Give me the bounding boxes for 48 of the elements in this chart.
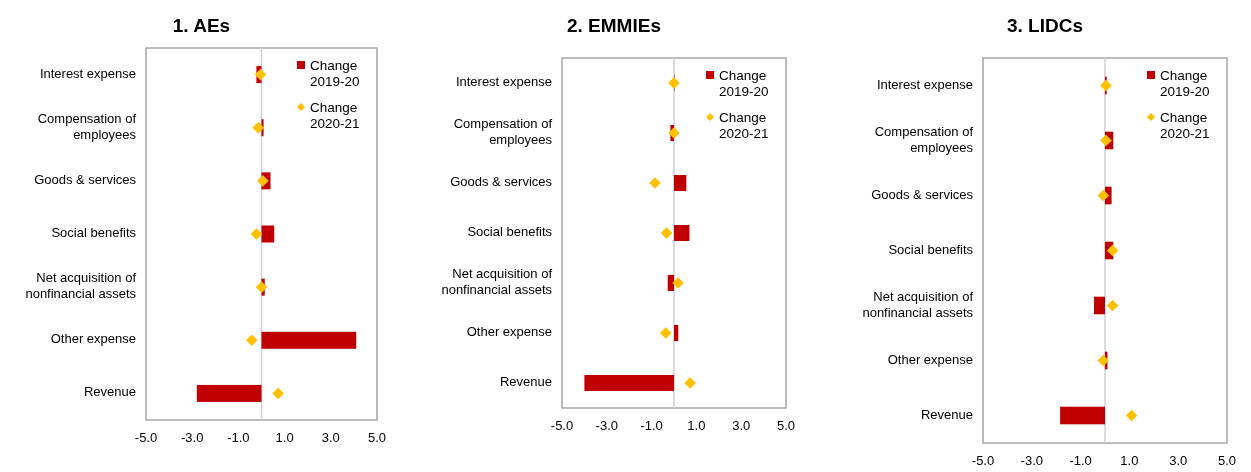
x-tick-label: -3.0 [595, 418, 618, 433]
chart-title: 3. LIDCs [1006, 15, 1084, 36]
y-tick-label: Net acquisition of nonfinancial assets [441, 266, 553, 298]
legend-label: Change 2019-20 [719, 67, 769, 99]
y-tick-label: Compensation of employees [37, 111, 137, 143]
y-tick-label: Revenue [499, 374, 552, 390]
x-tick-label: 3.0 [321, 430, 340, 445]
y-tick-label: Social benefits [888, 241, 974, 257]
chart-title: 2. EMMIEs [567, 15, 661, 36]
y-tick-label: Other expense [466, 324, 552, 340]
legend-label: Change 2020-21 [310, 99, 360, 131]
x-tick-label: -5.0 [134, 430, 158, 445]
y-tick-label: Compensation of employees [453, 116, 553, 148]
x-tick-label: 1.0 [1120, 453, 1139, 468]
legend-label: Change 2020-21 [719, 109, 769, 141]
x-tick-label: -3.0 [181, 430, 204, 445]
chart-title: 1. AEs [172, 15, 231, 36]
x-tick-label: 5.0 [367, 430, 387, 445]
y-tick-label: Revenue [920, 406, 973, 422]
x-tick-label: -5.0 [971, 453, 995, 468]
y-tick-label: Revenue [83, 384, 136, 400]
x-tick-label: -1.0 [227, 430, 250, 445]
x-tick-label: 5.0 [776, 418, 796, 433]
y-tick-label: Net acquisition of nonfinancial assets [862, 288, 974, 320]
y-tick-label: Compensation of employees [874, 123, 974, 155]
legend-label: Change 2019-20 [310, 57, 360, 89]
y-tick-label: Interest expense [455, 74, 552, 90]
y-tick-label: Interest expense [39, 66, 136, 82]
y-tick-label: Goods & services [871, 186, 974, 202]
x-tick-label: 3.0 [732, 418, 751, 433]
legend-label: Change 2019-20 [1160, 67, 1210, 99]
y-tick-label: Interest expense [876, 76, 973, 92]
legend-label: Change 2020-21 [1160, 109, 1210, 141]
x-tick-label: -1.0 [1069, 453, 1092, 468]
y-tick-label: Goods & services [450, 174, 553, 190]
y-tick-label: Goods & services [34, 172, 137, 188]
y-tick-label: Social benefits [467, 224, 553, 240]
x-tick-label: -5.0 [550, 418, 574, 433]
y-tick-label: Other expense [887, 351, 973, 367]
y-tick-label: Social benefits [51, 225, 137, 241]
x-tick-label: -1.0 [640, 418, 663, 433]
y-tick-label: Net acquisition of nonfinancial assets [25, 270, 137, 302]
x-tick-label: 1.0 [687, 418, 706, 433]
x-tick-label: -3.0 [1020, 453, 1043, 468]
x-tick-label: 5.0 [1217, 453, 1237, 468]
y-tick-label: Other expense [50, 331, 136, 347]
x-tick-label: 3.0 [1169, 453, 1188, 468]
x-tick-label: 1.0 [275, 430, 294, 445]
